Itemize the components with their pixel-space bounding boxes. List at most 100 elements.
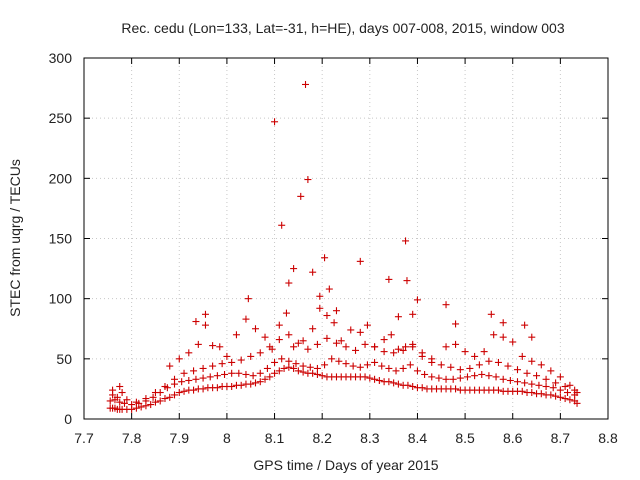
data-point <box>213 372 221 380</box>
data-point <box>275 321 283 329</box>
data-point <box>285 331 293 339</box>
data-point <box>413 367 421 375</box>
data-point <box>113 393 121 401</box>
data-point <box>447 363 455 371</box>
data-point <box>378 362 386 370</box>
data-point <box>171 391 179 399</box>
chart-title: Rec. cedu (Lon=133, Lat=-31, h=HE), days… <box>121 20 564 36</box>
data-point <box>321 361 329 369</box>
data-point <box>213 384 221 392</box>
data-point <box>251 379 259 387</box>
data-point <box>471 372 479 380</box>
data-point <box>137 403 145 411</box>
data-point <box>261 333 269 341</box>
data-point <box>199 364 207 372</box>
data-point <box>216 343 224 351</box>
data-point <box>297 192 305 200</box>
data-point <box>547 367 555 375</box>
data-point <box>309 268 317 276</box>
data-point <box>564 389 572 397</box>
data-point <box>285 279 293 287</box>
data-point <box>304 345 312 353</box>
data-point <box>513 366 521 374</box>
data-point <box>466 364 474 372</box>
data-point <box>556 393 564 401</box>
data-point <box>471 352 479 360</box>
x-tick-label: 7.9 <box>170 430 190 446</box>
data-point <box>506 376 514 384</box>
data-point <box>192 375 200 383</box>
data-point <box>321 254 329 262</box>
y-tick-label: 0 <box>64 411 72 427</box>
data-point <box>566 381 574 389</box>
data-point <box>556 386 564 394</box>
data-point <box>199 385 207 393</box>
data-point <box>349 362 357 370</box>
x-tick-label: 8.5 <box>455 430 475 446</box>
data-point <box>116 383 124 391</box>
data-point <box>499 333 507 341</box>
data-point <box>294 367 302 375</box>
data-point <box>199 374 207 382</box>
axis-ticks: 7.7 7.8 7.9 8 8.1 8.2 8.3 8.4 8.5 8.6 8.7 8.8 0 50 100… <box>49 50 618 446</box>
data-point <box>299 337 307 345</box>
data-point <box>399 364 407 372</box>
data-point <box>116 398 124 406</box>
plot-frame <box>83 57 609 420</box>
data-point <box>232 331 240 339</box>
data-point <box>552 379 560 387</box>
data-point <box>452 320 460 328</box>
data-point <box>171 375 179 383</box>
data-point <box>280 364 288 372</box>
data-point <box>242 370 250 378</box>
data-point <box>463 373 471 381</box>
data-point <box>156 397 164 405</box>
data-point <box>309 369 317 377</box>
data-point <box>442 301 450 309</box>
data-point <box>452 340 460 348</box>
y-tick-label: 100 <box>49 291 73 307</box>
data-point <box>118 389 126 397</box>
data-point <box>409 340 417 348</box>
data-point <box>275 367 283 375</box>
data-point <box>528 333 536 341</box>
data-point <box>194 340 202 348</box>
x-tick-label: 8 <box>223 430 231 446</box>
data-point <box>535 381 543 389</box>
data-point <box>335 357 343 365</box>
data-point <box>271 358 279 366</box>
y-tick-label: 300 <box>49 50 73 66</box>
data-point <box>413 296 421 304</box>
data-point <box>120 399 128 407</box>
data-point <box>435 374 443 382</box>
data-point <box>402 237 410 245</box>
data-point <box>132 398 140 406</box>
data-point <box>573 389 581 397</box>
data-point <box>306 363 314 371</box>
data-point <box>394 380 402 388</box>
data-point <box>166 393 174 401</box>
data-point <box>299 368 307 376</box>
data-point <box>123 396 131 404</box>
data-point <box>185 349 193 357</box>
data-point <box>352 346 360 354</box>
data-point <box>237 356 245 364</box>
data-point <box>347 326 355 334</box>
data-point <box>175 355 183 363</box>
data-point <box>209 362 217 370</box>
data-point <box>178 378 186 386</box>
data-point <box>356 257 364 265</box>
data-point <box>313 364 321 372</box>
y-tick-label: 200 <box>49 170 73 186</box>
grid <box>84 58 608 419</box>
data-point <box>404 381 412 389</box>
data-point <box>223 352 231 360</box>
x-tick-label: 8.7 <box>551 430 571 446</box>
data-point <box>542 375 550 383</box>
data-point <box>556 373 564 381</box>
data-point <box>475 361 483 369</box>
data-point <box>528 380 536 388</box>
data-point <box>304 176 312 184</box>
data-point <box>492 373 500 381</box>
